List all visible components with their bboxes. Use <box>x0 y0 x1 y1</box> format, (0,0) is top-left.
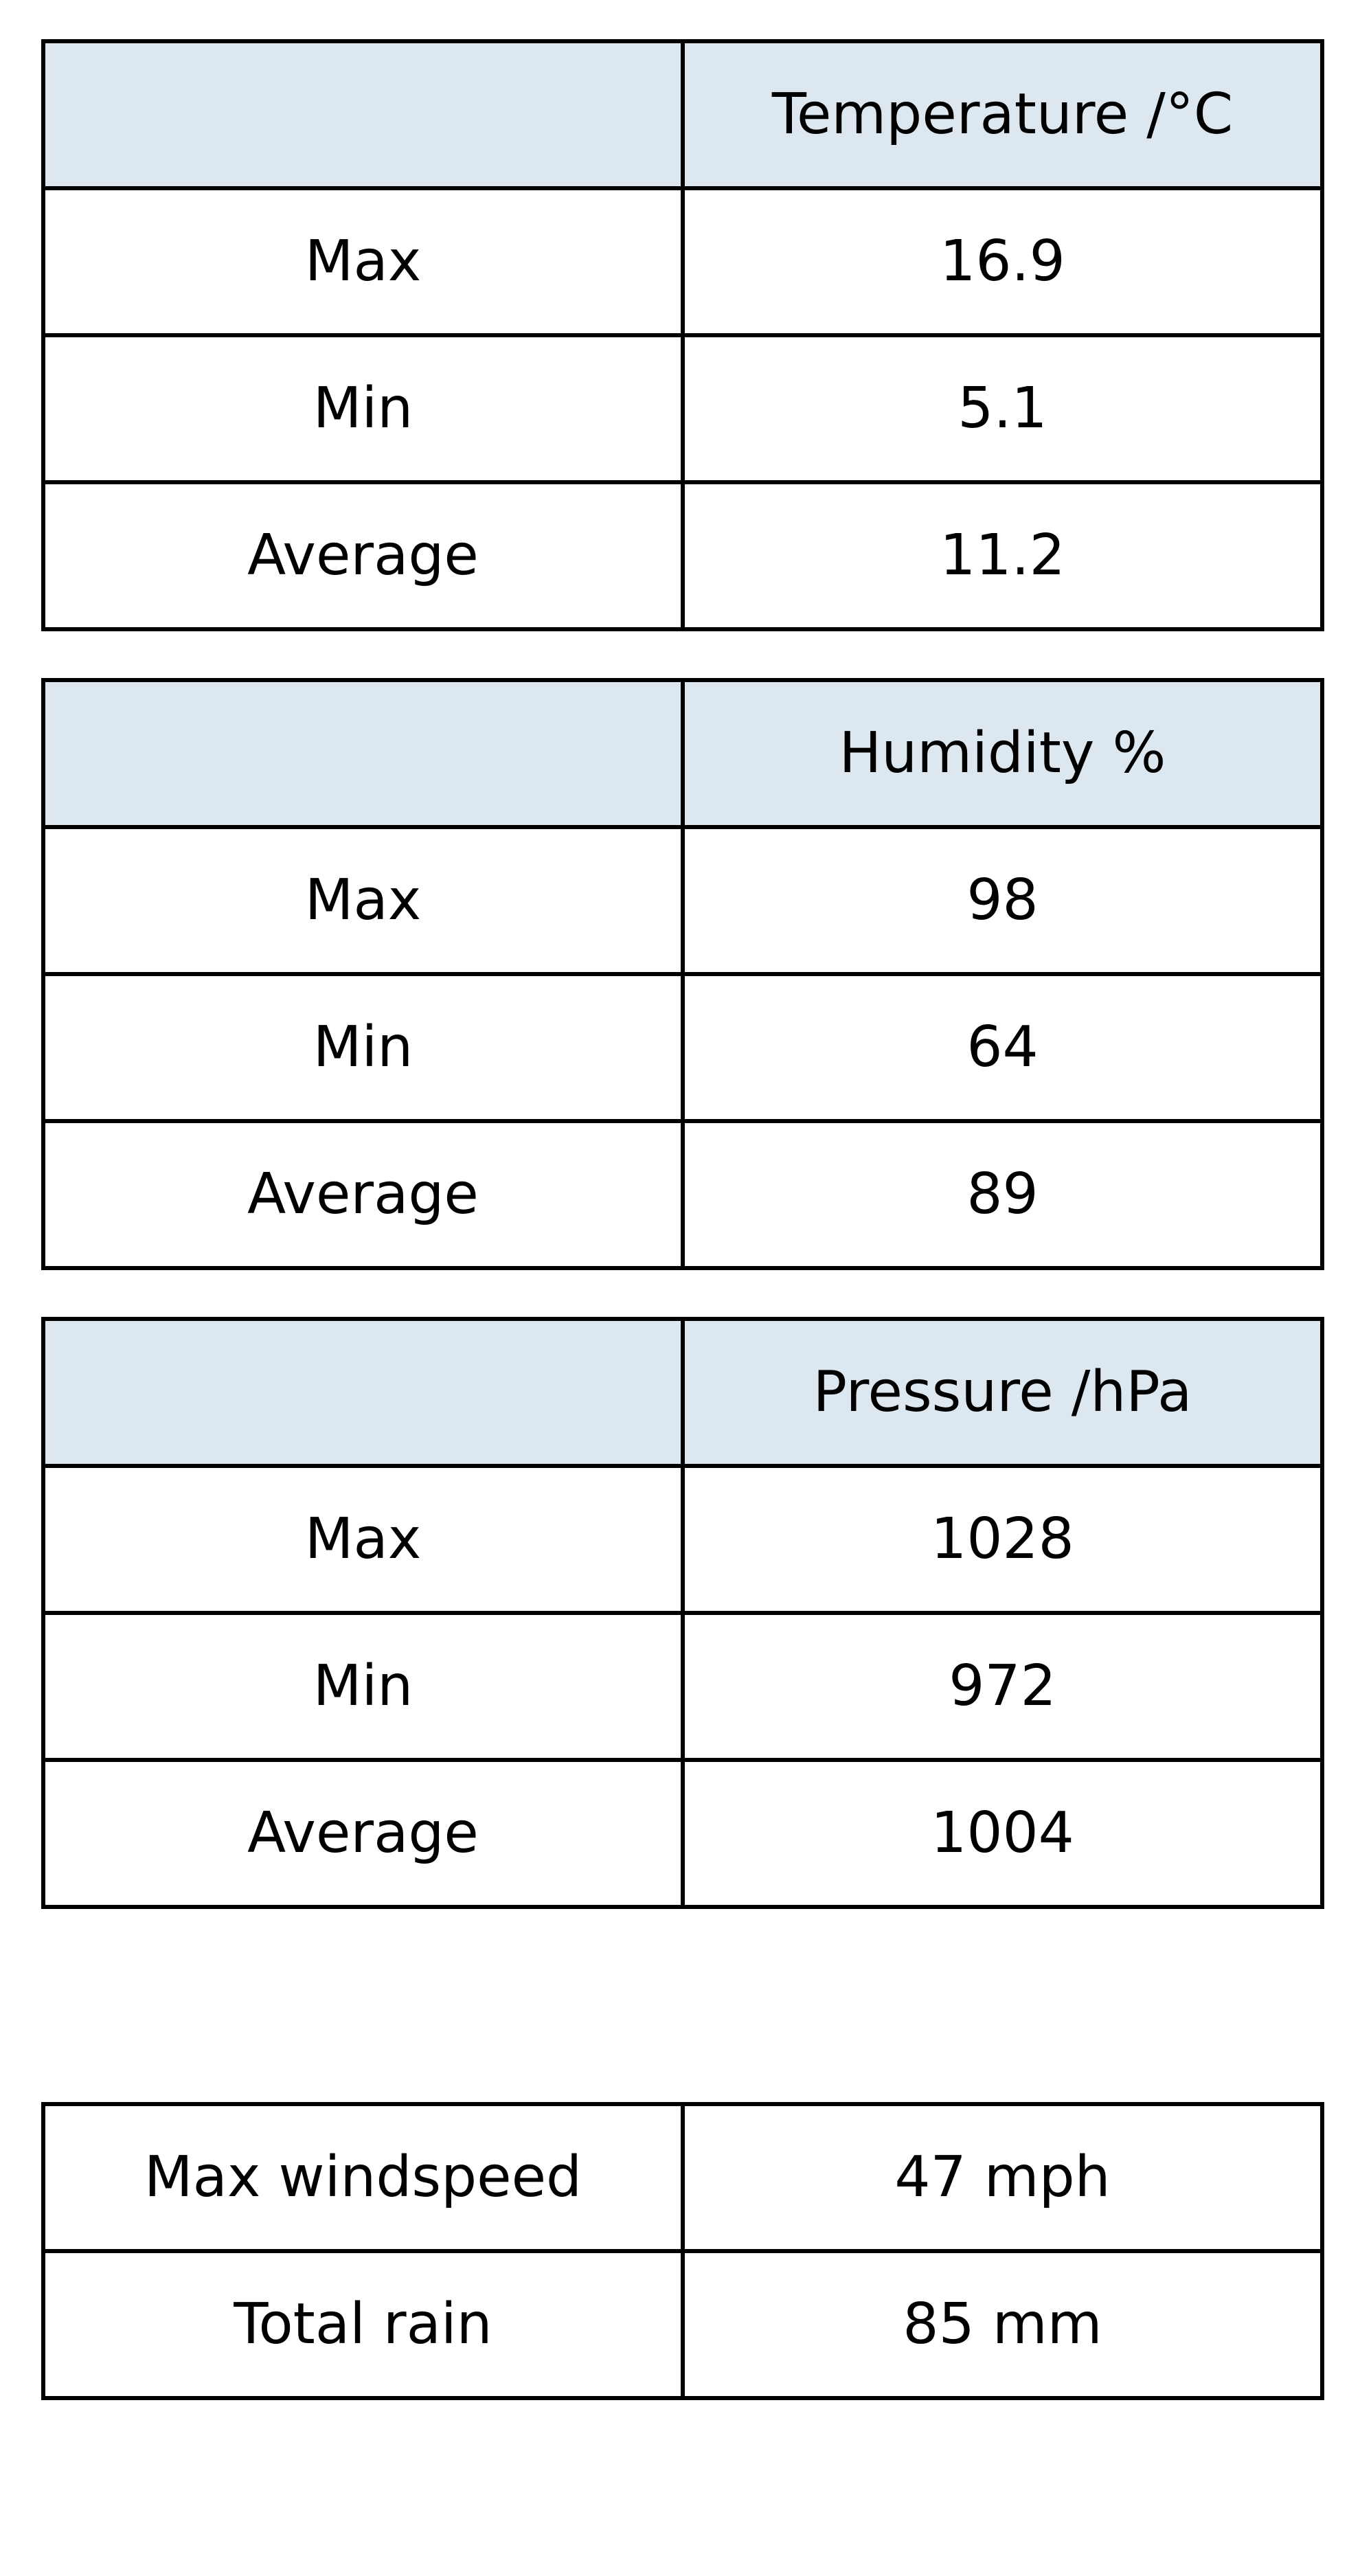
row-value: 11.2 <box>681 480 1324 631</box>
row-value: 5.1 <box>681 333 1324 484</box>
row-value: 972 <box>681 1611 1324 1762</box>
row-value: 1028 <box>681 1464 1324 1615</box>
table-header-row: Temperature /°C <box>41 39 1324 190</box>
windspeed-value: 47 mph <box>681 2102 1324 2253</box>
row-label: Average <box>41 1758 685 1909</box>
row-label: Max <box>41 186 685 337</box>
table-row: Average 89 <box>41 1119 1324 1270</box>
table-row: Total rain 85 mm <box>41 2249 1324 2400</box>
rain-label: Total rain <box>41 2249 685 2400</box>
row-label: Average <box>41 480 685 631</box>
row-value: 89 <box>681 1119 1324 1270</box>
rain-value: 85 mm <box>681 2249 1324 2400</box>
pressure-table: Pressure /hPa Max 1028 Min 972 Average 1… <box>41 1317 1324 1909</box>
row-value: 64 <box>681 972 1324 1123</box>
table-row: Max 1028 <box>41 1464 1324 1615</box>
table-row: Max 16.9 <box>41 186 1324 337</box>
header-empty-cell <box>41 678 685 829</box>
row-label: Average <box>41 1119 685 1270</box>
table-row: Max windspeed 47 mph <box>41 2102 1324 2253</box>
header-empty-cell <box>41 39 685 190</box>
pressure-header: Pressure /hPa <box>681 1317 1324 1468</box>
humidity-header: Humidity % <box>681 678 1324 829</box>
row-value: 16.9 <box>681 186 1324 337</box>
table-header-row: Pressure /hPa <box>41 1317 1324 1468</box>
temperature-table: Temperature /°C Max 16.9 Min 5.1 Average… <box>41 39 1324 631</box>
row-label: Min <box>41 972 685 1123</box>
row-label: Max <box>41 825 685 976</box>
totals-table: Max windspeed 47 mph Total rain 85 mm <box>41 2102 1324 2400</box>
table-row: Min 64 <box>41 972 1324 1123</box>
row-label: Min <box>41 1611 685 1762</box>
table-row: Min 972 <box>41 1611 1324 1762</box>
table-row: Min 5.1 <box>41 333 1324 484</box>
temperature-header: Temperature /°C <box>681 39 1324 190</box>
row-label: Max <box>41 1464 685 1615</box>
table-row: Max 98 <box>41 825 1324 976</box>
row-value: 1004 <box>681 1758 1324 1909</box>
row-label: Min <box>41 333 685 484</box>
table-row: Average 1004 <box>41 1758 1324 1909</box>
header-empty-cell <box>41 1317 685 1468</box>
table-row: Average 11.2 <box>41 480 1324 631</box>
row-value: 98 <box>681 825 1324 976</box>
table-header-row: Humidity % <box>41 678 1324 829</box>
windspeed-label: Max windspeed <box>41 2102 685 2253</box>
humidity-table: Humidity % Max 98 Min 64 Average 89 <box>41 678 1324 1270</box>
